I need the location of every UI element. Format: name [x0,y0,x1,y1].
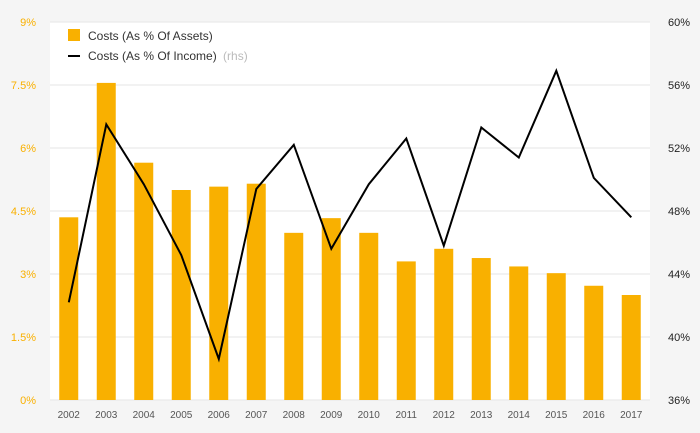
y-right-tick-label: 52% [668,143,690,155]
x-tick-label: 2002 [58,410,81,421]
bar-series [59,82,641,401]
y-right-tick-label: 40% [668,332,690,344]
bar-2008 [284,232,304,400]
bar-2015 [546,273,566,400]
x-tick-label: 2016 [583,410,606,421]
bar-2005 [171,190,191,400]
y-left-tick-label: 3% [20,269,36,281]
bar-2004 [134,162,154,400]
legend-label-assets: Costs (As % Of Assets) [88,29,213,43]
y-right-tick-label: 44% [668,269,690,281]
legend: Costs (As % Of Assets) Costs (As % Of In… [68,29,248,63]
bar-2002 [59,217,79,400]
x-tick-label: 2003 [95,410,118,421]
bar-2012 [434,248,454,400]
y-right-tick-label: 36% [668,395,690,407]
x-tick-label: 2011 [395,410,417,421]
x-tick-label: 2009 [320,410,343,421]
y-left-tick-label: 9% [20,17,36,29]
y-left-tick-label: 6% [20,143,36,155]
y-left-tick-label: 4.5% [11,206,36,218]
y-right-tick-label: 56% [668,80,690,92]
y-right-tick-label: 48% [668,206,690,218]
y-left-tick-label: 7.5% [11,80,36,92]
line-series [67,68,633,363]
bar-2014 [509,266,529,400]
x-tick-label: 2007 [245,410,268,421]
y-right-tick-label: 60% [668,17,690,29]
legend-label-income-suffix: (rhs) [223,49,248,63]
x-tick-label: 2010 [358,410,381,421]
legend-label-income: Costs (As % Of Income) (rhs) [88,49,248,63]
x-tick-label: 2006 [208,410,231,421]
x-tick-label: 2014 [508,410,531,421]
y-left-tick-label: 1.5% [11,332,36,344]
x-tick-label: 2012 [433,410,456,421]
x-tick-label: 2008 [283,410,306,421]
bar-2009 [321,218,341,400]
y-axis-left: 0% 1.5% 3% 4.5% 6% 7.5% 9% [11,17,36,407]
bar-2003 [96,82,116,401]
legend-swatch-assets [68,29,80,41]
legend-label-income-name: Costs (As % Of Income) [88,49,217,63]
bar-2006 [209,186,229,400]
bar-2016 [584,285,604,400]
x-tick-label: 2013 [470,410,493,421]
bar-2010 [359,232,379,400]
bar-2017 [621,295,641,400]
x-tick-label: 2015 [545,410,568,421]
bar-2007 [246,183,266,400]
x-tick-label: 2005 [170,410,193,421]
y-left-tick-label: 0% [20,395,36,407]
y-axis-right: 36% 40% 44% 48% 52% 56% 60% [668,17,690,407]
line-costs-income [67,68,633,363]
bar-2013 [471,258,491,400]
x-tick-label: 2017 [620,410,643,421]
x-tick-label: 2004 [133,410,156,421]
x-axis: 2002 2003 2004 2005 2006 2007 2008 2009 2010 2011… [58,410,643,421]
bar-2011 [396,261,416,400]
